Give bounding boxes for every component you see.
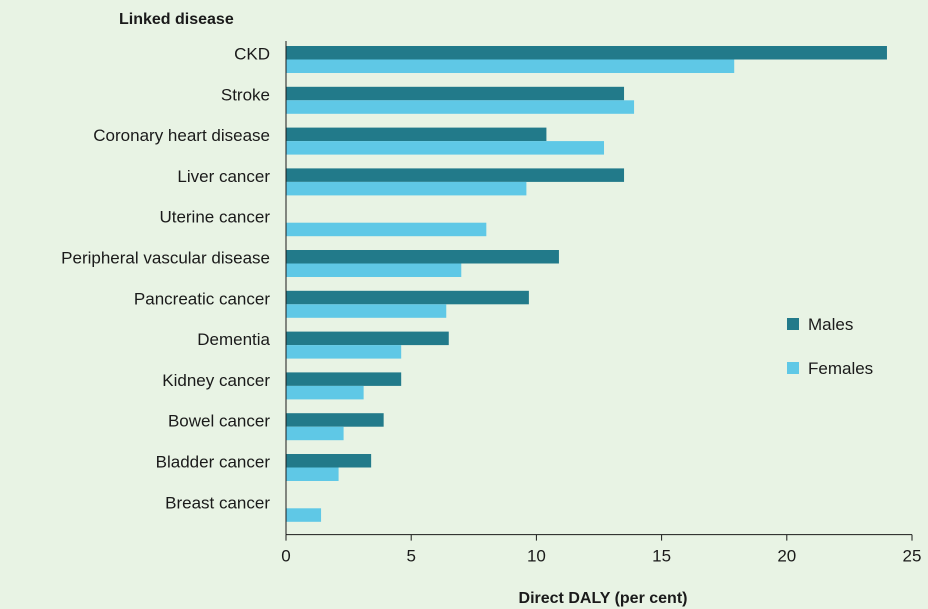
bar-females xyxy=(286,345,402,359)
category-label: Kidney cancer xyxy=(162,371,270,390)
legend-label-males: Males xyxy=(808,315,853,334)
x-axis-ticks: 0 5 10 15 20 25 xyxy=(281,534,922,566)
category-label: Dementia xyxy=(197,330,270,349)
bar-females xyxy=(286,385,364,400)
x-tick-label: 20 xyxy=(777,547,796,566)
bar-females xyxy=(286,222,487,237)
legend-label-females: Females xyxy=(808,359,873,378)
category-label: CKD xyxy=(234,45,270,64)
category-label: Peripheral vascular disease xyxy=(61,249,270,268)
bar-females xyxy=(286,141,605,155)
bar-females xyxy=(286,304,447,318)
axes-layer xyxy=(285,41,912,536)
category-label: Liver cancer xyxy=(177,167,270,186)
bar-males xyxy=(286,46,887,60)
bar-males xyxy=(286,331,449,346)
bar-males xyxy=(286,168,625,182)
bar-females xyxy=(286,426,344,441)
y-axis-title: Linked disease xyxy=(119,11,234,28)
category-label: Uterine cancer xyxy=(159,208,270,227)
legend: Males Females xyxy=(787,315,873,378)
x-tick-label: 0 xyxy=(281,547,290,566)
bar-males xyxy=(286,86,625,101)
category-label: Bladder cancer xyxy=(156,453,271,472)
bar-males xyxy=(286,454,372,468)
bar-males xyxy=(286,290,529,305)
bars-layer xyxy=(286,46,887,522)
category-label: Pancreatic cancer xyxy=(134,289,270,308)
bar-males xyxy=(286,372,402,386)
bar-females xyxy=(286,100,635,114)
x-axis-title: Direct DALY (per cent) xyxy=(519,590,688,607)
x-tick-label: 10 xyxy=(527,547,546,566)
x-tick-label: 15 xyxy=(652,547,671,566)
bar-males xyxy=(286,413,384,427)
legend-swatch-females xyxy=(787,362,799,374)
category-label: Bowel cancer xyxy=(168,412,270,431)
category-label: Breast cancer xyxy=(165,493,270,512)
bar-females xyxy=(286,181,527,196)
x-tick-label: 5 xyxy=(406,547,415,566)
bar-females xyxy=(286,263,462,277)
bar-females xyxy=(286,508,322,522)
bar-males xyxy=(286,250,559,264)
bar-females xyxy=(286,467,339,481)
x-tick-label: 25 xyxy=(903,547,922,566)
bar-males xyxy=(286,127,547,142)
category-label: Stroke xyxy=(221,85,270,104)
bar-females xyxy=(286,59,735,73)
category-labels: CKD Stroke Coronary heart disease Liver can… xyxy=(61,45,270,513)
legend-swatch-males xyxy=(787,318,799,330)
category-label: Coronary heart disease xyxy=(93,126,270,145)
